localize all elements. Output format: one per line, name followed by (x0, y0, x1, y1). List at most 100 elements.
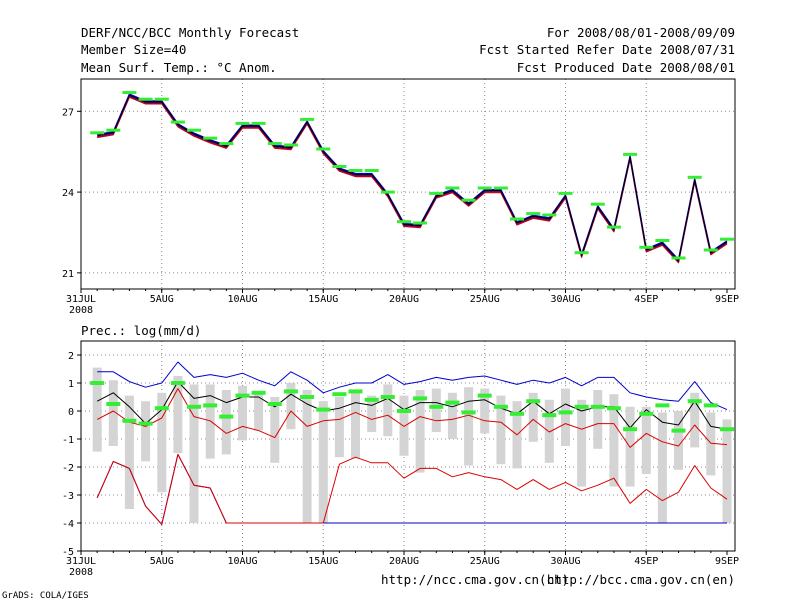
ncc-url-link[interactable]: http://ncc.cma.gov.cn(ch) (381, 572, 569, 587)
precip-spread-bar (124, 395, 134, 509)
precip-axes: 31JUL 5AUG 10AUG 15AUG 20AUG 25AUG 30AUG 4SEP 9S… (62, 351, 739, 578)
precip-observed-marker (477, 393, 492, 398)
precip-y-tick-label: 1 (68, 379, 74, 390)
temp-observed-marker (413, 221, 428, 225)
precip-spread-bar (334, 397, 344, 458)
precip-spread-bar (189, 384, 199, 523)
temperature-grid (81, 79, 735, 289)
precip-observed-marker (413, 396, 428, 401)
temp-observed-marker (364, 169, 379, 172)
precip-x-tick-label: 30AUG (550, 556, 580, 567)
precip-observed-marker (364, 397, 379, 402)
temp-x-tick-label: 15AUG (308, 294, 338, 305)
temp-observed-marker (671, 256, 686, 260)
precip-y-tick-label: -3 (62, 491, 74, 502)
temp-y-tick-label: 21 (62, 269, 74, 280)
temp-observed-marker (655, 239, 670, 242)
precip-spread-bar (722, 419, 732, 523)
precip-spread-bar (609, 394, 619, 487)
precip-observed-marker (720, 427, 734, 432)
precip-spread-bar (690, 392, 700, 448)
precip-spread-bar (674, 411, 683, 470)
temp-observed-marker (687, 175, 702, 179)
temp-observed-marker (154, 97, 169, 101)
temp-x-tick-label: 31JUL (66, 294, 96, 305)
precip-observed-marker (283, 389, 298, 394)
precip-observed-marker (671, 428, 686, 433)
temp-year-label: 2008 (69, 305, 93, 316)
precip-x-tick-label: 9SEP (715, 556, 739, 567)
precip-x-tick-label: 31JUL (66, 556, 96, 567)
precip-panel-frame (80, 340, 736, 552)
precip-observed-marker (380, 395, 395, 399)
precip-spread-bar (383, 384, 393, 437)
precip-lower-mean-line (96, 388, 728, 448)
precip-spread-bar (464, 387, 474, 466)
temp-observed-marker (574, 251, 589, 255)
temp-x-tick-label: 4SEP (634, 294, 658, 305)
temp-observed-marker (380, 190, 395, 194)
temp-observed-marker (606, 225, 621, 229)
precip-spread-bar (238, 385, 247, 441)
temp-observed-marker (203, 136, 218, 140)
temp-observed-marker (219, 142, 234, 146)
temp-observed-marker (170, 120, 185, 124)
header-start-date: Fcst Started Refer Date 2008/07/31 (479, 42, 735, 57)
temp-x-tick-label: 10AUG (227, 294, 257, 305)
precip-spread-bar (496, 395, 506, 465)
temp-observed-marker (526, 212, 541, 216)
precip-y-tick-label: -1 (62, 435, 74, 446)
precip-observed-marker (219, 414, 234, 419)
bcc-url-link[interactable]: http://bcc.cma.gov.cn(en) (547, 572, 735, 587)
precip-x-tick-label: 5AUG (150, 556, 174, 567)
temp-mean-line (97, 94, 728, 262)
temp-observed-marker (267, 142, 282, 146)
precip-spread-bar (221, 390, 231, 455)
precip-observed-marker (703, 403, 718, 408)
grads-credit: GrADS: COLA/IGES (2, 591, 89, 600)
precip-y-tick-label: -2 (62, 463, 74, 474)
precip-spread-bar (561, 388, 570, 446)
temp-observed-marker (106, 128, 121, 132)
precip-x-tick-label: 4SEP (634, 556, 658, 567)
temp-observed-marker (187, 128, 201, 132)
temp-observed-marker (332, 165, 347, 168)
temp-observed-marker (703, 248, 718, 252)
precip-observed-marker (122, 418, 137, 423)
precip-spread-bar (173, 376, 183, 453)
precip-observed-marker (300, 395, 315, 399)
precip-upper-line (97, 361, 728, 411)
precip-spread-bar (205, 384, 215, 459)
precip-y-tick-label: -4 (62, 519, 74, 530)
precip-series (90, 361, 734, 525)
temp-x-tick-label: 5AUG (150, 294, 174, 305)
temp-observed-marker (397, 220, 411, 224)
precip-observed-marker (574, 404, 589, 409)
precip-observed-marker (623, 427, 638, 432)
precip-spread-bar (254, 392, 264, 431)
precip-spread-bar (351, 391, 360, 459)
temp-observed-marker (300, 117, 315, 121)
precip-spread-bar (141, 401, 151, 462)
temp-x-tick-label: 9SEP (715, 294, 739, 305)
precip-observed-marker (526, 399, 541, 404)
temp-observed-marker (316, 147, 331, 151)
temp-observed-marker (623, 152, 638, 156)
temp-observed-marker (251, 121, 266, 125)
precip-observed-marker (348, 389, 363, 394)
precip-spread-bar (706, 412, 716, 476)
temp-observed-marker (720, 237, 734, 241)
precip-x-tick-label: 25AUG (470, 556, 500, 567)
header-title: DERF/NCC/BCC Monthly Forecast (81, 25, 299, 40)
precip-spread-bar (528, 392, 538, 442)
temp-x-tick-label: 20AUG (389, 294, 419, 305)
temp-observed-marker (348, 169, 363, 172)
temp-observed-marker (235, 121, 250, 125)
header-member-size: Member Size=40 (81, 42, 186, 57)
precip-observed-marker (687, 399, 702, 404)
precip-observed-marker (429, 404, 444, 409)
precip-observed-marker (510, 411, 524, 416)
precip-spread-bar (544, 399, 554, 463)
temp-observed-marker (558, 191, 573, 195)
temperature-panel-frame (80, 78, 736, 290)
